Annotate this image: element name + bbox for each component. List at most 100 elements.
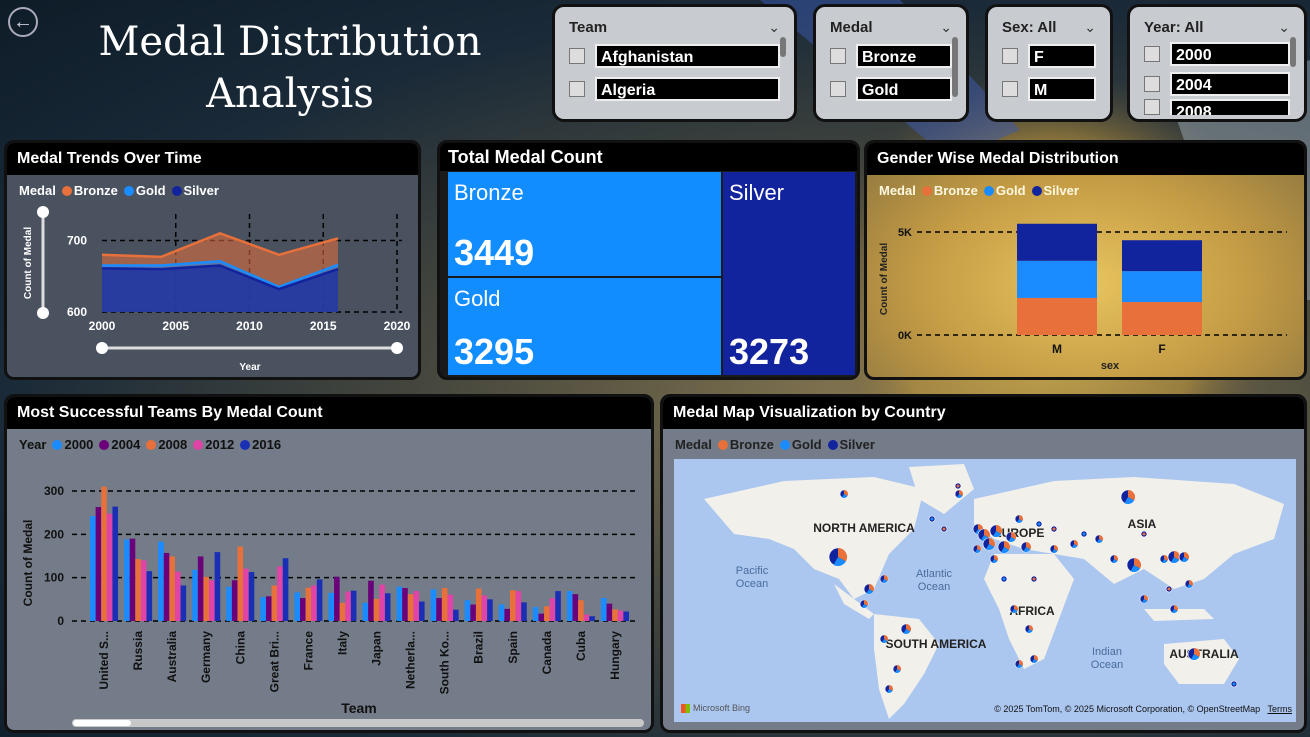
chevron-down-icon[interactable]: ⌄ (1278, 18, 1290, 35)
map-pie-marker[interactable] (1140, 530, 1148, 538)
map-pie-marker[interactable] (1024, 624, 1034, 634)
bar-2016 (282, 558, 289, 621)
map-pie-marker[interactable] (1005, 531, 1017, 543)
map-pie-marker[interactable] (972, 544, 982, 554)
legend-item-bronze[interactable]: Bronze (61, 183, 118, 198)
map-pie-marker[interactable] (1230, 680, 1238, 688)
map-pie-marker[interactable] (1000, 575, 1008, 583)
bar-2004 (436, 598, 442, 621)
legend-item-2008[interactable]: 2008 (146, 437, 187, 452)
legend-item-2004[interactable]: 2004 (99, 437, 140, 452)
map-pie-marker[interactable] (1178, 551, 1190, 563)
team-option-afghanistan[interactable]: Afghanistan (569, 39, 780, 72)
legend-item-bronze[interactable]: Bronze (921, 183, 978, 198)
map-pie-marker[interactable] (1029, 654, 1039, 664)
checkbox[interactable] (569, 47, 585, 64)
map-pie-marker[interactable] (989, 524, 1003, 538)
map-pie-marker[interactable] (1094, 534, 1104, 544)
map-pie-marker[interactable] (989, 554, 999, 564)
treemap-tile-gold[interactable]: Gold 3295 (448, 278, 721, 375)
year-option-2008[interactable]: 2008 (1144, 99, 1290, 115)
map-pie-marker[interactable] (1165, 585, 1173, 593)
map-pie-marker[interactable] (1159, 554, 1169, 564)
legend-item-2000[interactable]: 2000 (52, 437, 93, 452)
line-bronze (101, 231, 339, 259)
year-slicer[interactable]: Year: All ⌄ 2000 2004 2008 (1127, 4, 1307, 122)
legend-item-2012[interactable]: 2012 (193, 437, 234, 452)
map-pie-marker[interactable] (1187, 647, 1201, 661)
map-pie-marker[interactable] (828, 547, 848, 567)
map-pie-marker[interactable] (1109, 554, 1119, 564)
map-pie-marker[interactable] (1139, 594, 1149, 604)
legend-item-2016[interactable]: 2016 (240, 437, 281, 452)
sex-option-m[interactable]: M (1002, 72, 1096, 105)
map-pie-marker[interactable] (1169, 604, 1179, 614)
map-pie-marker[interactable] (997, 540, 1011, 554)
map-pie-marker[interactable] (892, 664, 902, 674)
medal-slicer[interactable]: Medal ⌄ Bronze Gold (813, 4, 969, 122)
slicer-scrollbar[interactable] (952, 37, 958, 97)
legend-item-gold[interactable]: Gold (123, 183, 166, 198)
map-pie-marker[interactable] (982, 537, 996, 551)
back-button[interactable]: ← (8, 7, 38, 37)
map-pie-marker[interactable] (1080, 530, 1088, 538)
treemap-tile-silver[interactable]: Silver 3273 (723, 172, 855, 375)
chevron-down-icon[interactable]: ⌄ (768, 18, 780, 35)
legend-item-silver[interactable]: Silver (171, 183, 219, 198)
checkbox[interactable] (1144, 76, 1160, 92)
map-pie-marker[interactable] (1020, 541, 1032, 553)
checkbox[interactable] (1002, 47, 1018, 64)
bar-2004 (197, 556, 204, 621)
team-option-algeria[interactable]: Algeria (569, 72, 780, 105)
map-pie-marker[interactable] (1126, 557, 1142, 573)
map-pie-marker[interactable] (879, 574, 889, 584)
chevron-down-icon[interactable]: ⌄ (940, 18, 952, 35)
legend-item-bronze[interactable]: Bronze (717, 437, 774, 452)
year-option-2000[interactable]: 2000 (1144, 39, 1290, 69)
map-pie-marker[interactable] (1049, 544, 1059, 554)
map-pie-marker[interactable] (1050, 525, 1058, 533)
map-pie-marker[interactable] (884, 684, 894, 694)
sex-option-f[interactable]: F (1002, 39, 1096, 72)
legend-item-silver[interactable]: Silver (827, 437, 875, 452)
slicer-scrollbar[interactable] (780, 37, 786, 57)
chevron-down-icon[interactable]: ⌄ (1084, 18, 1096, 35)
map-pie-marker[interactable] (1035, 520, 1043, 528)
checkbox[interactable] (1144, 99, 1160, 115)
treemap-tile-bronze[interactable]: Bronze 3449 (448, 172, 721, 276)
map-pie-marker[interactable] (859, 599, 869, 609)
map-pie-marker[interactable] (954, 489, 964, 499)
checkbox[interactable] (1002, 80, 1018, 97)
map-pie-marker[interactable] (1030, 575, 1038, 583)
map-pie-marker[interactable] (1167, 550, 1181, 564)
map-pie-marker[interactable] (1184, 579, 1194, 589)
map-pie-marker[interactable] (879, 634, 889, 644)
medal-option-bronze[interactable]: Bronze (830, 39, 952, 72)
team-slicer[interactable]: Team ⌄ Afghanistan Algeria (552, 4, 797, 122)
sex-slicer[interactable]: Sex: All ⌄ F M (985, 4, 1113, 122)
checkbox[interactable] (569, 80, 585, 97)
legend-item-silver[interactable]: Silver (1031, 183, 1079, 198)
map-pie-marker[interactable] (1014, 514, 1024, 524)
legend-item-gold[interactable]: Gold (983, 183, 1026, 198)
map-pie-marker[interactable] (1120, 489, 1136, 505)
terms-link[interactable]: Terms (1267, 704, 1293, 714)
checkbox[interactable] (830, 47, 846, 64)
year-option-2004[interactable]: 2004 (1144, 69, 1290, 99)
map-pie-marker[interactable] (900, 623, 912, 635)
slicer-scrollbar[interactable] (1290, 37, 1296, 67)
map-pie-marker[interactable] (1069, 539, 1079, 549)
map-pie-marker[interactable] (928, 515, 936, 523)
checkbox[interactable] (830, 80, 846, 97)
checkbox[interactable] (1144, 46, 1160, 62)
map-pie-marker[interactable] (1014, 659, 1024, 669)
map-pie-marker[interactable] (1009, 604, 1019, 614)
medal-option-gold[interactable]: Gold (830, 72, 952, 105)
map-pie-marker[interactable] (940, 525, 948, 533)
map-pie-marker[interactable] (863, 583, 875, 595)
map-pie-marker[interactable] (839, 489, 849, 499)
legend-item-gold[interactable]: Gold (779, 437, 822, 452)
map-pie-marker[interactable] (977, 528, 991, 542)
map-pie-marker[interactable] (954, 482, 962, 490)
